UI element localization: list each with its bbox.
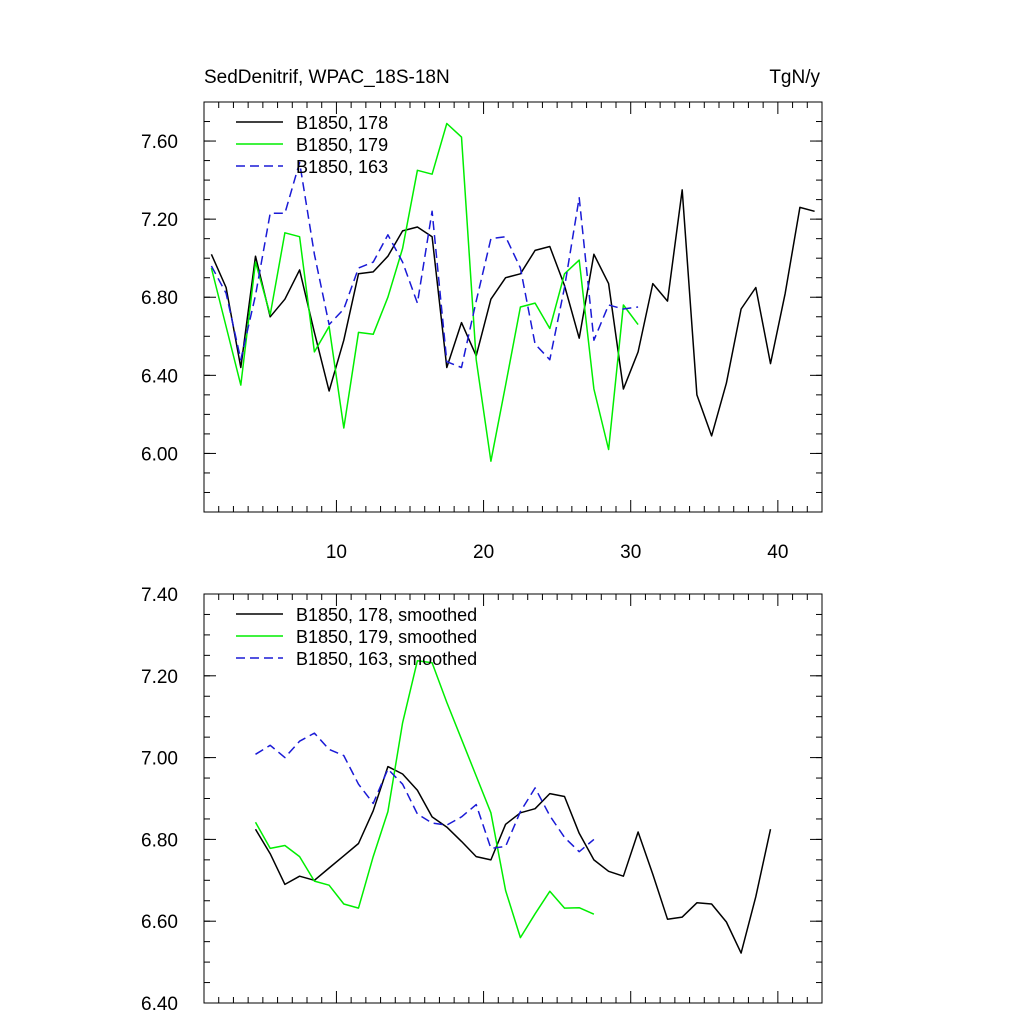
legend-label-1: B1850, 178 (296, 113, 388, 133)
y-tick-label: 7.00 (141, 749, 178, 770)
series-line-2 (254, 659, 595, 939)
y-tick-label: 7.20 (141, 210, 178, 231)
y-tick-label: 7.40 (141, 585, 178, 606)
y-tick-label: 6.40 (141, 994, 178, 1015)
top-chart-panel: SedDenitrif, WPAC_18S-18N TgN/y 10 20 30 40… (141, 67, 823, 563)
chart-title: SedDenitrif, WPAC_18S-18N (204, 67, 450, 88)
y-tick-label: 6.60 (141, 912, 178, 933)
chart-units-label: TgN/y (769, 67, 820, 88)
y-tick-label: 6.80 (141, 830, 178, 851)
bottom-chart-panel: 6.40 6.60 6.80 7.00 7.20 7.40 B1850, 178, smoo… (141, 585, 823, 1015)
series-line-1 (210, 189, 815, 437)
y-tick-label: 6.40 (141, 366, 178, 387)
x-tick-label: 30 (620, 542, 641, 563)
legend-label-3: B1850, 163 (296, 157, 388, 177)
series-line-3 (255, 732, 595, 853)
legend-label-1: B1850, 178, smoothed (296, 605, 477, 625)
series-line-1 (254, 765, 772, 954)
x-tick-label: 10 (326, 542, 347, 563)
series-line-3 (210, 161, 639, 369)
legend-label-2: B1850, 179, smoothed (296, 627, 477, 647)
y-tick-label: 6.00 (141, 444, 178, 465)
legend-label-2: B1850, 179 (296, 135, 388, 155)
y-tick-label: 7.20 (141, 667, 178, 688)
legend-label-3: B1850, 163, smoothed (296, 649, 477, 669)
x-tick-label: 20 (473, 542, 494, 563)
y-tick-label: 6.80 (141, 288, 178, 309)
series-line-2 (210, 122, 639, 462)
y-tick-label: 7.60 (141, 132, 178, 153)
x-tick-label: 40 (767, 542, 788, 563)
